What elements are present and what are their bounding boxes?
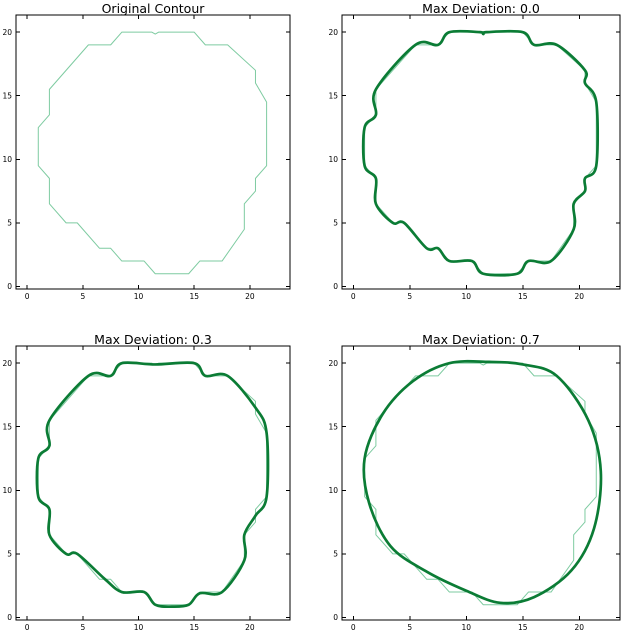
x-tick-label: 15 [518,292,528,301]
x-tick-label: 10 [134,623,144,632]
x-tick-label: 10 [462,292,472,301]
panel-title-dev-0.3: Max Deviation: 0.3 [94,332,212,347]
smoothed-contour-path [35,361,270,609]
axes-box [341,345,621,621]
plot-original-contour: 0 5 10 15 20 0 5 10 15 20 [2,14,291,301]
plot-max-deviation-0.0: 0 5 10 15 20 0 5 10 15 20 [328,14,621,301]
y-tick-label: 0 [7,613,12,622]
x-tick-label: 10 [462,623,472,632]
y-tick-label: 20 [2,359,12,368]
smoothed-contour-path [362,359,603,605]
y-tick-label: 20 [328,28,338,37]
x-tick-label: 15 [189,292,199,301]
original-contour-path [37,362,268,606]
x-tick-label: 20 [245,292,255,301]
y-tick-label: 20 [328,359,338,368]
x-tick-label: 15 [518,623,528,632]
y-tick-label: 20 [2,28,12,37]
x-tick-label: 0 [25,623,30,632]
y-tick-label: 15 [2,422,12,431]
x-tick-label: 20 [575,292,585,301]
panel-max-deviation-0.3: Max Deviation: 0.3 0 5 10 15 20 0 5 10 15 20 [0,319,316,638]
x-tick-label: 5 [80,292,85,301]
panel-max-deviation-0.0: Max Deviation: 0.0 0 5 10 15 20 0 5 10 15 20 [316,0,632,319]
x-tick-label: 10 [134,292,144,301]
y-tick-label: 5 [7,219,12,228]
panel-original-contour: Original Contour 0 5 10 15 20 0 5 10 15 20 [0,0,316,319]
x-tick-label: 5 [80,623,85,632]
original-contour-path [37,31,268,275]
plot-max-deviation-0.7: 0 5 10 15 20 0 5 10 15 20 [328,345,621,632]
y-tick-label: 5 [7,550,12,559]
x-tick-label: 5 [407,623,412,632]
y-tick-label: 15 [2,91,12,100]
panel-title-dev-0.7: Max Deviation: 0.7 [422,332,540,347]
x-tick-label: 0 [25,292,30,301]
y-tick-label: 10 [2,486,12,495]
y-tick-label: 15 [328,91,338,100]
y-tick-label: 5 [333,219,338,228]
panel-max-deviation-0.7: Max Deviation: 0.7 0 5 10 15 20 0 5 10 15 20 [316,319,632,638]
y-tick-label: 0 [7,282,12,291]
y-tick-label: 0 [333,282,338,291]
plot-max-deviation-0.3: 0 5 10 15 20 0 5 10 15 20 [2,345,291,632]
x-tick-label: 20 [245,623,255,632]
x-tick-label: 0 [351,292,356,301]
original-contour-path [364,362,597,606]
y-tick-label: 10 [2,155,12,164]
original-contour-path [364,31,597,275]
y-tick-label: 0 [333,613,338,622]
y-tick-label: 10 [328,155,338,164]
axes-box [15,345,291,621]
axes-box [15,14,291,290]
x-tick-label: 20 [575,623,585,632]
smoothed-contour-path [361,29,600,277]
panel-title-dev-0.0: Max Deviation: 0.0 [422,1,540,16]
y-tick-label: 15 [328,422,338,431]
y-tick-label: 5 [333,550,338,559]
y-tick-label: 10 [328,486,338,495]
x-tick-label: 0 [351,623,356,632]
panel-title-original: Original Contour [101,1,205,16]
x-tick-label: 5 [407,292,412,301]
axes-box [341,14,621,290]
x-tick-label: 15 [189,623,199,632]
